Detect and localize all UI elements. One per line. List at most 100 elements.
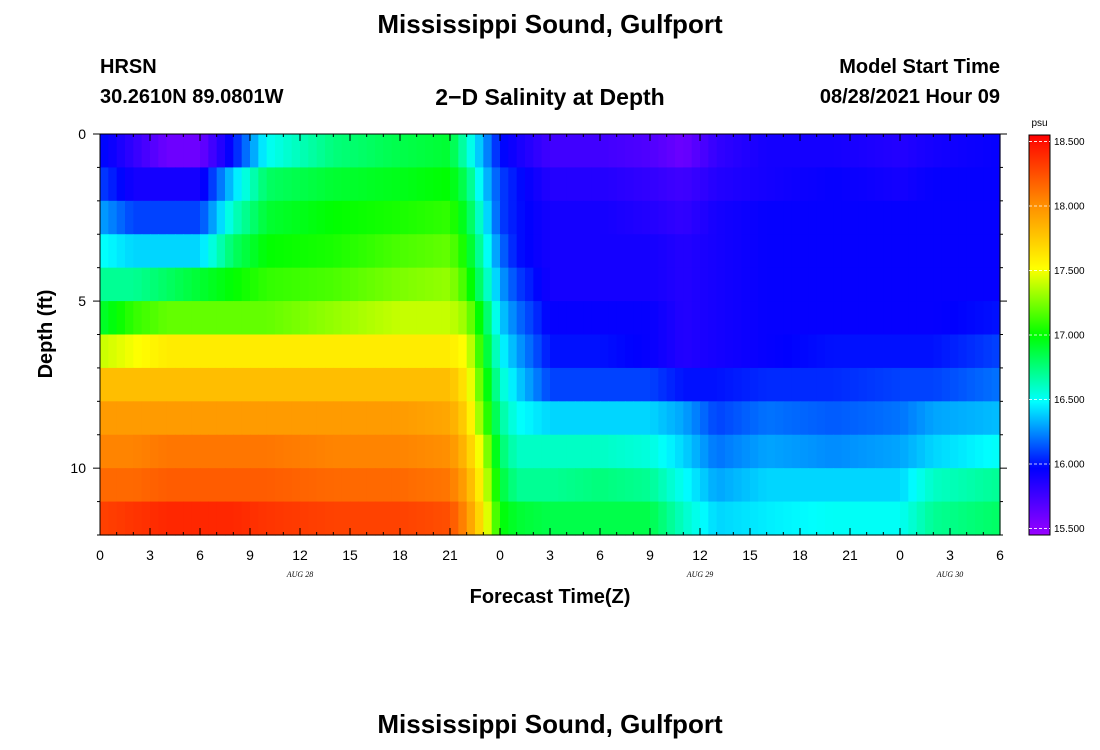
heatmap-cell xyxy=(700,367,709,402)
heatmap-cell xyxy=(333,301,343,336)
heatmap-cell xyxy=(825,501,834,536)
heatmap-cell xyxy=(591,167,601,202)
heatmap-cell xyxy=(508,434,518,469)
heatmap-cell xyxy=(291,434,301,469)
heatmap-cell xyxy=(616,367,626,402)
heatmap-cell xyxy=(308,301,318,336)
heatmap-cell xyxy=(241,334,251,369)
heatmap-cell xyxy=(708,200,718,235)
heatmap-cell xyxy=(833,234,843,269)
heatmap-cell xyxy=(216,200,226,235)
heatmap-cell xyxy=(333,267,343,302)
heatmap-cell xyxy=(225,200,234,235)
colorbar-tick-label: 16.000 xyxy=(1054,460,1085,471)
heatmap-cell xyxy=(775,200,784,235)
heatmap-cell xyxy=(133,468,143,503)
heatmap-cell xyxy=(475,401,484,436)
heatmap-cell xyxy=(441,468,451,503)
heatmap-cell xyxy=(383,501,393,536)
heatmap-cell xyxy=(608,134,618,169)
heatmap-cell xyxy=(141,334,151,369)
heatmap-cell xyxy=(475,501,484,536)
heatmap-cell xyxy=(391,234,401,269)
heatmap-cell xyxy=(991,401,1001,436)
heatmap-cell xyxy=(291,301,301,336)
heatmap-cell xyxy=(683,301,693,336)
heatmap-cell xyxy=(133,434,143,469)
heatmap-cell xyxy=(250,200,259,235)
heatmap-cell xyxy=(533,167,543,202)
heatmap-cell xyxy=(133,401,143,436)
heatmap-cell xyxy=(616,267,626,302)
heatmap-cell xyxy=(725,200,734,235)
heatmap-cell xyxy=(166,134,176,169)
heatmap-cell xyxy=(283,167,293,202)
heatmap-cell xyxy=(883,134,893,169)
heatmap-cell xyxy=(250,134,259,169)
heatmap-cell xyxy=(350,267,359,302)
heatmap-cell xyxy=(450,468,459,503)
y-tick-label: 10 xyxy=(70,460,86,476)
heatmap-cell xyxy=(266,301,276,336)
heatmap-cell xyxy=(558,401,568,436)
heatmap-cell xyxy=(116,301,126,336)
heatmap-cell xyxy=(633,334,643,369)
heatmap-cell xyxy=(616,434,626,469)
heatmap-cell xyxy=(700,301,709,336)
heatmap-cell xyxy=(508,301,518,336)
heatmap-cell xyxy=(825,200,834,235)
heatmap-cell xyxy=(625,200,634,235)
heatmap-cell xyxy=(508,468,518,503)
heatmap-cell xyxy=(450,234,459,269)
heatmap-cell xyxy=(816,401,826,436)
date-label: AUG 29 xyxy=(686,570,713,579)
heatmap-cell xyxy=(900,267,909,302)
heatmap-cell xyxy=(341,167,351,202)
heatmap-cell xyxy=(850,401,859,436)
heatmap-cell xyxy=(791,167,801,202)
heatmap-cell xyxy=(950,468,959,503)
heatmap-cell xyxy=(491,167,501,202)
heatmap-cell xyxy=(233,468,243,503)
heatmap-cell xyxy=(950,234,959,269)
heatmap-cell xyxy=(783,334,793,369)
heatmap-cell xyxy=(766,200,776,235)
heatmap-cell xyxy=(291,167,301,202)
heatmap-cell xyxy=(758,401,768,436)
heatmap-cell xyxy=(450,434,459,469)
heatmap-cell xyxy=(500,234,509,269)
heatmap-cell xyxy=(150,468,159,503)
heatmap-cell xyxy=(600,200,609,235)
heatmap-cell xyxy=(483,301,493,336)
heatmap-cell xyxy=(733,200,743,235)
x-tick-label: 3 xyxy=(546,547,554,563)
heatmap-cell xyxy=(666,267,676,302)
heatmap-cell xyxy=(441,134,451,169)
heatmap-cell xyxy=(725,501,734,536)
heatmap-cell xyxy=(341,367,351,402)
heatmap-cell xyxy=(608,267,618,302)
heatmap-cell xyxy=(775,401,784,436)
footer-title: Mississippi Sound, Gulfport xyxy=(377,709,723,739)
x-tick-label: 3 xyxy=(946,547,954,563)
heatmap-cell xyxy=(208,267,218,302)
heatmap-cell xyxy=(891,234,901,269)
heatmap-cell xyxy=(983,401,993,436)
heatmap-cell xyxy=(200,401,209,436)
heatmap-cell xyxy=(216,167,226,202)
heatmap-cell xyxy=(375,401,384,436)
heatmap-cell xyxy=(400,200,409,235)
heatmap-cell xyxy=(591,267,601,302)
heatmap-cell xyxy=(575,401,584,436)
heatmap-cell xyxy=(533,301,543,336)
date-label: AUG 30 xyxy=(936,570,963,579)
heatmap-cell xyxy=(675,234,684,269)
heatmap-cell xyxy=(958,167,968,202)
heatmap-cell xyxy=(525,367,534,402)
heatmap-cell xyxy=(341,301,351,336)
heatmap-cell xyxy=(675,434,684,469)
heatmap-cell xyxy=(850,234,859,269)
heatmap-cell xyxy=(108,267,118,302)
heatmap-cell xyxy=(608,434,618,469)
heatmap-cell xyxy=(208,501,218,536)
